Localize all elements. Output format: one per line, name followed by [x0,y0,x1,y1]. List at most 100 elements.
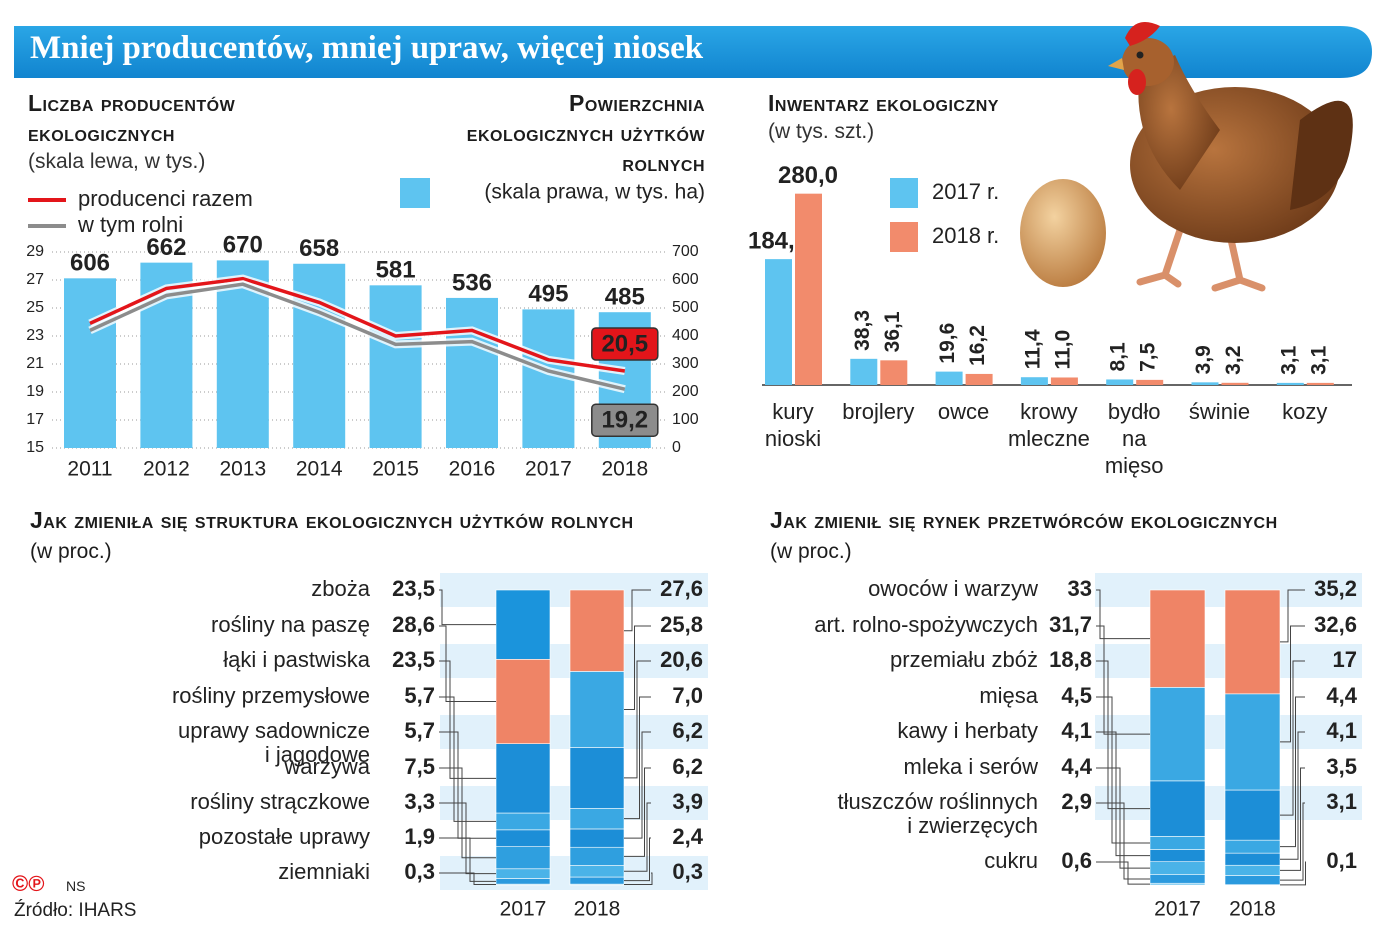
x-tick-label: brojlery [842,399,914,424]
credit: NS [66,878,86,894]
value-label: 5,7 [404,683,435,708]
bar [1106,379,1134,385]
connector [1280,731,1305,860]
bar [880,360,908,385]
source: Źródło: IHARS [14,900,137,921]
connector [1280,625,1305,743]
y-tick-label: 15 [26,439,44,456]
connector [624,696,651,820]
line [89,276,626,373]
y2-tick-label: 300 [672,355,699,372]
bar-value-label: 38,3 [851,310,874,351]
bar-value-label: 658 [299,235,339,262]
stack-segment [1149,874,1206,884]
stack-segment [569,671,625,748]
connector [439,625,496,703]
chart-title-right: Powierzchnia ekologicznych użytków rolny… [466,90,705,176]
value-label: 32,6 [1314,612,1357,637]
stack-segment [569,846,625,866]
x-tick-label: świnie [1189,399,1250,424]
bar [765,259,792,385]
bar [1221,382,1249,385]
bar-value-label: 581 [376,257,416,284]
value-label: 2,9 [1061,789,1092,814]
stack-segment [1149,861,1206,875]
bar [1050,377,1078,385]
value-label: 3,1 [1326,789,1357,814]
connector [1280,802,1305,881]
connector [439,731,496,839]
value-label: 31,7 [1049,612,1092,637]
x-tick-label: owce [938,399,989,424]
bar-value-label: 670 [223,232,263,259]
bar [850,358,878,385]
x-tick-label: 2014 [296,458,343,481]
stack-segment [1224,852,1281,866]
stack-segment [1224,589,1281,695]
bar-value-label: 3,1 [1277,345,1300,375]
category-label: rośliny strączkowe [190,789,370,814]
bar [64,278,116,448]
connector [624,767,651,857]
category-label: mięsa [979,683,1038,708]
bar [935,371,963,385]
bar-value-label: 19,6 [936,323,959,364]
stack-segment [1149,836,1206,850]
category-label: rośliny na paszę [211,612,370,637]
bar-value-label: 8,1 [1107,342,1130,372]
value-label: 0,3 [404,859,435,884]
stack-segment [495,812,551,831]
stack-segment [495,743,551,814]
y2-tick-label: 700 [672,243,699,260]
x-tick-label: kury nioski [765,399,821,451]
bar-value-label: 606 [70,250,110,277]
logo: ©℗ [12,871,45,896]
category-label: zboża [311,576,370,601]
connector [1280,589,1305,643]
stack-segment [1224,789,1281,841]
value-label: 0,1 [1326,848,1357,873]
connector [624,660,651,779]
stack-segment [569,747,625,809]
value-label: 4,1 [1061,718,1092,743]
title-text: Jak zmienił się rynek przetwórców ekolog… [770,507,1278,533]
category-label: ziemniaki [278,859,370,884]
x-tick-label: 2017 [525,458,572,481]
value-label: 7,0 [672,683,703,708]
chart-subtitle: (skala lewa, w tys.) [28,150,206,173]
series-label: 2018 [1229,898,1276,921]
value-label: 5,7 [404,718,435,743]
legend-label: producenci razem [78,186,253,211]
value-label: 6,2 [672,718,703,743]
stack-segment [569,865,625,878]
y-tick-label: 21 [26,355,44,372]
bar-value-label: 3,1 [1307,345,1330,375]
connector [1096,767,1150,869]
value-label: 4,5 [1061,683,1092,708]
y2-tick-label: 200 [672,383,699,400]
chart-subtitle: (w proc.) [770,540,852,563]
x-tick-label: bydło na mięso [1105,399,1164,478]
y2-tick-label: 100 [672,411,699,428]
connector [1096,625,1150,735]
connector [439,660,496,779]
bar [1276,382,1304,385]
value-label: 0,3 [672,859,703,884]
x-tick-label: 2015 [372,458,419,481]
chart-title: Inwentarz ekologiczny [768,90,999,116]
x-tick-label: kozy [1282,399,1327,424]
connector [624,872,653,886]
category-label: art. rolno-spożywczych [814,612,1038,637]
category-label: uprawy sadownicze i jagodowe [178,718,370,767]
connector [439,696,496,822]
bar-value-label: 662 [146,234,186,261]
connector [624,731,651,839]
stack-segment [1224,693,1281,791]
connector [624,625,651,710]
connector [439,767,496,859]
connector [1280,767,1305,871]
y-tick-label: 27 [26,271,44,288]
value-label: 33 [1068,576,1092,601]
category-label: kawy i herbaty [897,718,1038,743]
